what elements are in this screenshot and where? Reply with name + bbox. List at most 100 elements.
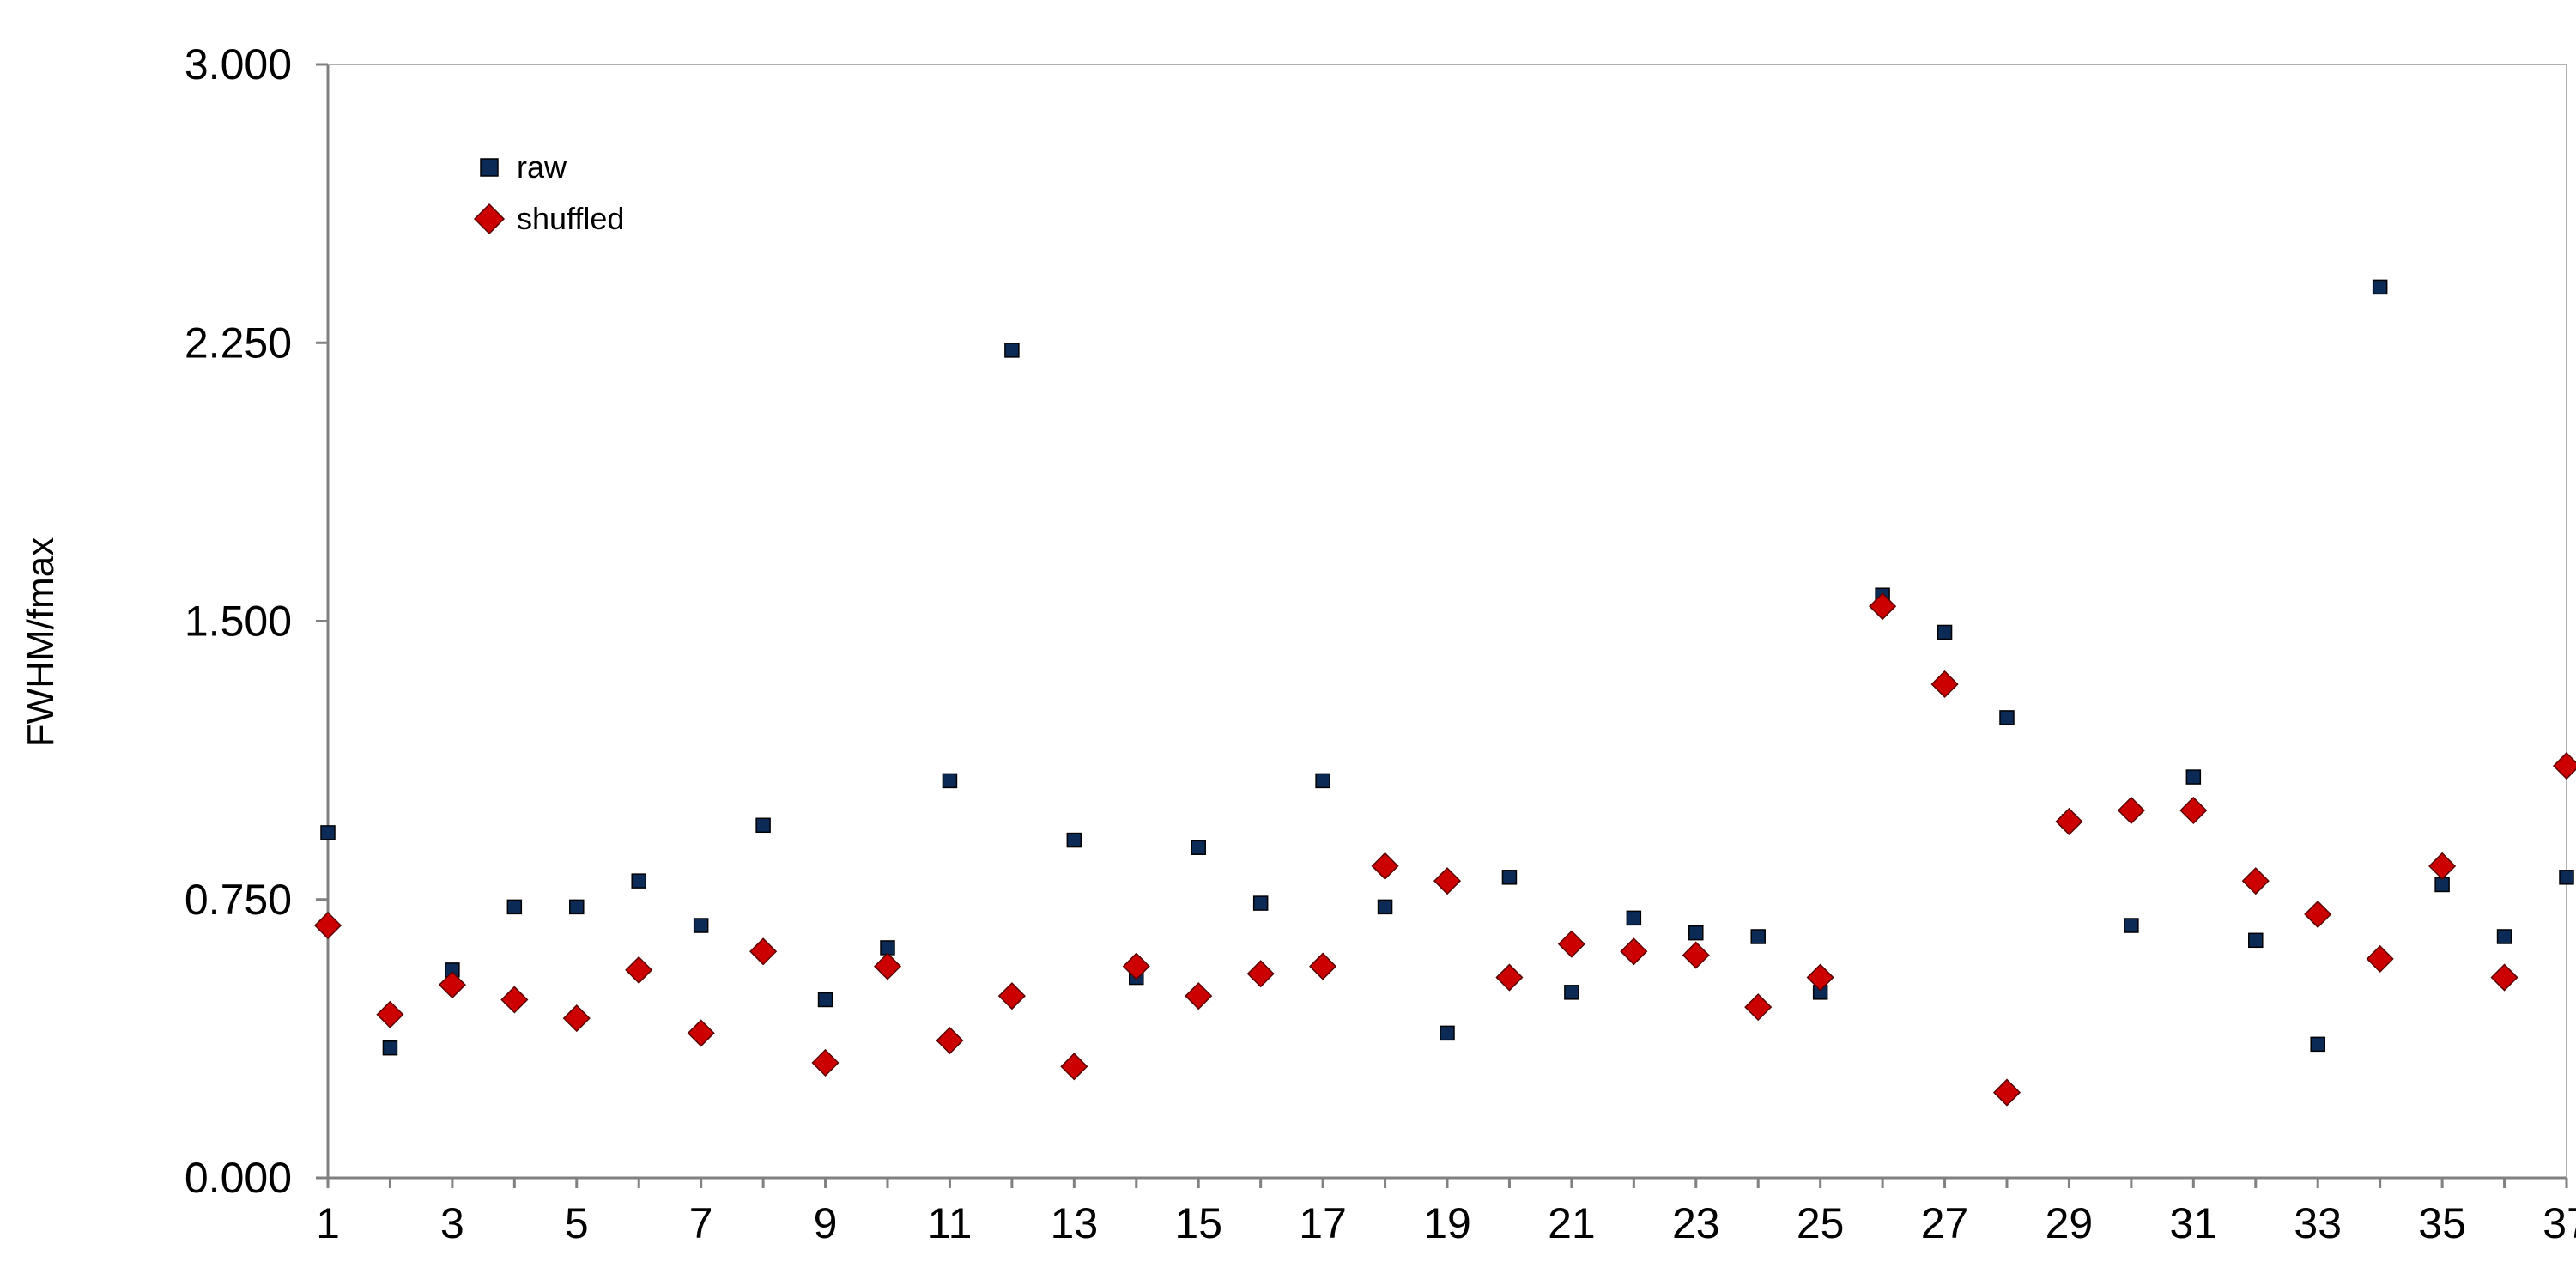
point-shuffled bbox=[1309, 952, 1337, 980]
point-shuffled bbox=[1992, 1078, 2021, 1107]
x-tick-label: 21 bbox=[1548, 1199, 1596, 1247]
point-raw bbox=[693, 918, 709, 933]
x-tick-label: 9 bbox=[814, 1199, 838, 1247]
point-shuffled bbox=[1371, 852, 1399, 880]
point-raw bbox=[2185, 769, 2202, 785]
point-raw bbox=[755, 817, 771, 834]
point-raw bbox=[320, 825, 336, 840]
point-shuffled bbox=[2304, 900, 2332, 929]
point-shuffled bbox=[1869, 592, 1897, 621]
x-tick-label: 31 bbox=[2170, 1199, 2218, 1247]
point-shuffled bbox=[376, 1000, 404, 1028]
x-tick-label: 3 bbox=[440, 1199, 464, 1247]
y-tick-label: 0.750 bbox=[185, 876, 292, 924]
point-shuffled bbox=[1246, 960, 1275, 988]
point-raw bbox=[1999, 710, 2015, 725]
point-shuffled bbox=[625, 956, 653, 984]
point-raw bbox=[1626, 910, 1642, 926]
x-tick-label: 11 bbox=[927, 1199, 972, 1247]
point-raw bbox=[2248, 932, 2264, 949]
point-shuffled bbox=[936, 1026, 964, 1055]
point-shuffled bbox=[1433, 867, 1462, 895]
legend-label-raw: raw bbox=[517, 149, 567, 185]
x-tick-label: 33 bbox=[2294, 1199, 2342, 1247]
y-tick-label: 0.000 bbox=[185, 1154, 292, 1202]
point-raw bbox=[1937, 624, 1953, 640]
x-tick-label: 17 bbox=[1299, 1199, 1347, 1247]
point-raw bbox=[1377, 899, 1393, 915]
x-tick-label: 13 bbox=[1051, 1199, 1099, 1247]
point-shuffled bbox=[500, 986, 529, 1014]
point-raw bbox=[942, 773, 958, 789]
point-raw bbox=[2559, 870, 2574, 885]
point-raw bbox=[1564, 985, 1579, 1000]
point-shuffled bbox=[2117, 796, 2145, 825]
x-tick-label: 7 bbox=[689, 1199, 713, 1247]
legend: raw shuffled bbox=[473, 149, 624, 236]
point-shuffled bbox=[2490, 963, 2518, 992]
point-raw bbox=[506, 899, 523, 915]
point-raw bbox=[2372, 279, 2388, 295]
point-shuffled bbox=[1185, 982, 1213, 1010]
x-tick-label: 19 bbox=[1423, 1199, 1471, 1247]
point-raw bbox=[2310, 1036, 2325, 1053]
point-shuffled bbox=[749, 937, 778, 966]
point-raw bbox=[1252, 895, 1269, 911]
point-shuffled bbox=[2055, 807, 2083, 836]
point-shuffled bbox=[1930, 670, 1959, 699]
point-shuffled bbox=[811, 1048, 839, 1077]
x-tick-label: 5 bbox=[565, 1199, 589, 1247]
point-shuffled bbox=[438, 971, 466, 999]
point-shuffled bbox=[997, 982, 1026, 1010]
point-shuffled bbox=[1682, 941, 1710, 969]
x-tick-label: 27 bbox=[1921, 1199, 1969, 1247]
series-raw bbox=[320, 279, 2574, 1056]
point-raw bbox=[1315, 773, 1330, 789]
point-raw bbox=[631, 873, 646, 889]
point-raw bbox=[2124, 918, 2139, 933]
legend-marker-shuffled bbox=[473, 203, 506, 235]
x-tick-label: 25 bbox=[1797, 1199, 1845, 1247]
x-tick-label: 29 bbox=[2046, 1199, 2094, 1247]
point-raw bbox=[1750, 929, 1766, 944]
y-axis-title: FWHM/fmax bbox=[20, 537, 62, 747]
point-raw bbox=[1066, 832, 1082, 848]
point-shuffled bbox=[687, 1019, 715, 1047]
point-raw bbox=[1440, 1025, 1455, 1041]
x-tick-label: 15 bbox=[1174, 1199, 1222, 1247]
point-raw bbox=[1004, 343, 1020, 358]
point-shuffled bbox=[1620, 937, 1648, 966]
point-shuffled bbox=[1806, 963, 1834, 992]
point-shuffled bbox=[1122, 952, 1150, 980]
point-shuffled bbox=[1557, 930, 1585, 958]
point-raw bbox=[1191, 840, 1206, 855]
point-raw bbox=[1688, 925, 1704, 941]
point-shuffled bbox=[1495, 963, 1524, 992]
y-tick-label: 2.250 bbox=[185, 318, 292, 367]
y-tick-label: 1.500 bbox=[185, 598, 292, 646]
point-raw bbox=[817, 992, 833, 1008]
x-tick-label: 1 bbox=[316, 1199, 340, 1247]
point-shuffled bbox=[1060, 1053, 1088, 1081]
point-shuffled bbox=[562, 1004, 591, 1033]
point-shuffled bbox=[2241, 867, 2270, 895]
legend-marker-raw bbox=[480, 158, 499, 177]
axes bbox=[326, 64, 2567, 1180]
point-shuffled bbox=[2366, 944, 2394, 973]
x-axis-ticks: 135791113151719212325272931333537 bbox=[316, 1178, 2576, 1247]
x-tick-label: 35 bbox=[2418, 1199, 2466, 1247]
point-shuffled bbox=[873, 952, 902, 980]
y-tick-label: 3.000 bbox=[185, 40, 292, 88]
point-shuffled bbox=[2428, 852, 2457, 880]
x-tick-label: 23 bbox=[1672, 1199, 1720, 1247]
point-shuffled bbox=[2552, 752, 2576, 780]
series-shuffled bbox=[313, 592, 2576, 1107]
point-raw bbox=[382, 1040, 398, 1056]
x-tick-label: 37 bbox=[2543, 1199, 2576, 1247]
point-raw bbox=[1501, 870, 1518, 885]
data-points bbox=[313, 279, 2576, 1107]
point-shuffled bbox=[1744, 993, 1773, 1022]
point-shuffled bbox=[2179, 796, 2208, 825]
point-raw bbox=[2496, 929, 2512, 944]
